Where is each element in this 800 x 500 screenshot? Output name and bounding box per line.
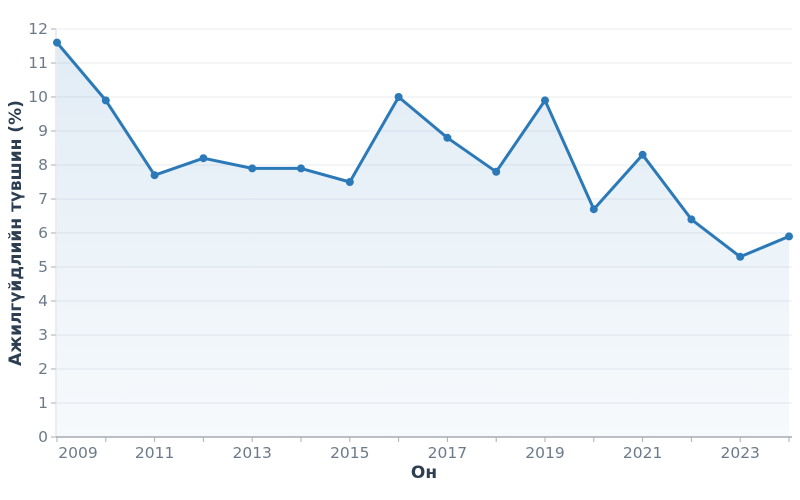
data-point-2010[interactable] — [101, 96, 110, 105]
y-tick-label-11: 11 — [28, 54, 48, 72]
data-point-2017[interactable] — [443, 133, 452, 142]
x-tick-label-2019: 2019 — [525, 444, 564, 462]
data-point-2018[interactable] — [492, 167, 501, 176]
y-axis-title: Ажилгүйдлийн түвшин (%) — [6, 100, 26, 366]
y-tick-label-3: 3 — [38, 326, 48, 344]
x-tick-label-2021: 2021 — [623, 444, 662, 462]
x-tick-label-2023: 2023 — [720, 444, 759, 462]
data-point-2013[interactable] — [248, 164, 257, 173]
data-point-2016[interactable] — [394, 93, 403, 101]
y-tick-label-8: 8 — [38, 156, 48, 174]
data-point-2009[interactable] — [53, 38, 61, 47]
data-point-2024[interactable] — [785, 232, 793, 241]
y-tick-label-5: 5 — [38, 258, 48, 276]
y-tick-label-12: 12 — [28, 20, 48, 38]
y-tick-label-0: 0 — [38, 428, 48, 446]
y-tick-label-2: 2 — [38, 360, 48, 378]
data-point-2012[interactable] — [199, 154, 208, 163]
y-tick-label-7: 7 — [38, 190, 48, 208]
y-tick-label-10: 10 — [28, 88, 48, 106]
x-tick-label-2009: 2009 — [58, 444, 97, 462]
x-axis-title: Он — [410, 463, 438, 483]
x-tick-label-2011: 2011 — [135, 444, 174, 462]
y-tick-label-6: 6 — [38, 224, 48, 242]
line-series — [55, 41, 791, 259]
data-point-2015[interactable] — [345, 178, 354, 186]
data-point-2019[interactable] — [541, 96, 549, 105]
x-tick-label-2015: 2015 — [330, 444, 369, 462]
data-point-2022[interactable] — [687, 215, 696, 224]
data-point-2014[interactable] — [297, 164, 305, 173]
y-tick-label-4: 4 — [38, 292, 48, 310]
y-tick-label-9: 9 — [38, 122, 48, 140]
area-fill — [57, 42, 789, 437]
x-tick-label-2017: 2017 — [428, 444, 467, 462]
data-point-2023[interactable] — [736, 252, 745, 261]
data-point-2021[interactable] — [638, 150, 647, 159]
y-tick-label-1: 1 — [38, 394, 48, 412]
data-point-2011[interactable] — [150, 171, 159, 180]
x-tick-label-2013: 2013 — [232, 444, 271, 462]
data-point-2020[interactable] — [589, 205, 598, 214]
